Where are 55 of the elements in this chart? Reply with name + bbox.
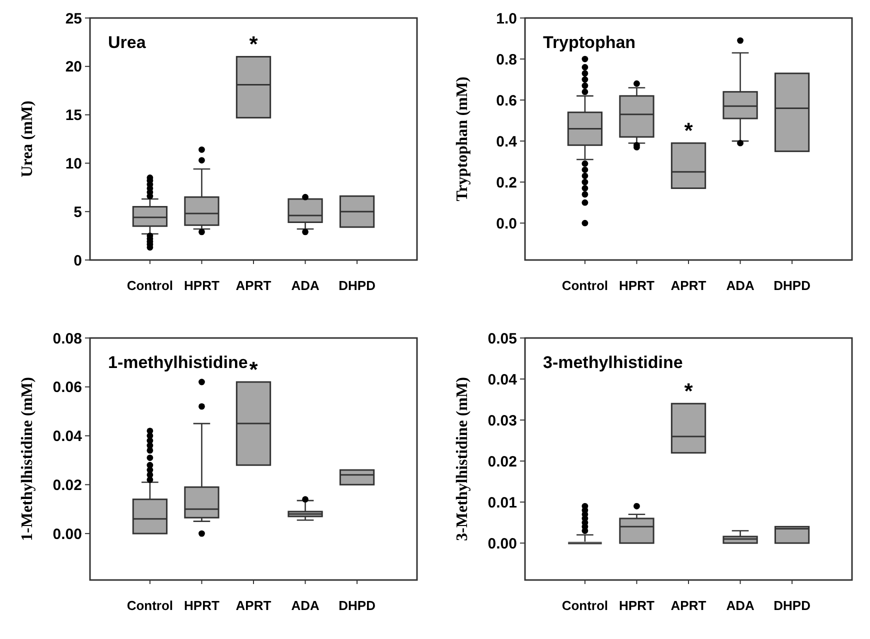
x-tick-label: DHPD — [774, 278, 810, 293]
y-axis-title: 1-Methylhistidine (mM) — [19, 377, 36, 541]
x-tick-label: APRT — [236, 278, 272, 293]
x-tick-label: HPRT — [184, 598, 220, 613]
y-tick-label: 0.2 — [496, 174, 517, 192]
x-tick-label: Control — [126, 278, 174, 293]
x-tick-label: DHPD — [338, 278, 376, 293]
y-tick-label: 20 — [65, 58, 82, 76]
y-tick-label: 5 — [74, 204, 82, 221]
y-tick-label: 0.04 — [52, 428, 83, 446]
y-tick-label: 0.4 — [496, 133, 518, 150]
x-tick-label: Control — [562, 598, 608, 613]
y-tick-label: 0.02 — [52, 476, 82, 494]
y-tick-label: 0.05 — [488, 330, 517, 348]
annotation: * — [249, 32, 258, 57]
x-tick-label: ADA — [726, 278, 755, 293]
x-tick-label: DHPD — [338, 598, 376, 613]
y-tick-label: 15 — [65, 107, 82, 124]
y-tick-label: 0.01 — [488, 494, 517, 512]
y-tick-label: 0.06 — [52, 379, 82, 396]
y-axis-title: 3-Methylhistidine (mM) — [454, 377, 471, 541]
x-tick-label: HPRT — [619, 598, 654, 613]
x-tick-label: ADA — [291, 278, 320, 293]
text: 3-methylhistidine — [543, 353, 683, 372]
annotation: * — [684, 378, 694, 404]
y-tick-label: 0.00 — [488, 535, 517, 552]
y-tick-label: 10 — [65, 155, 82, 172]
annotation: * — [249, 357, 258, 382]
x-tick-label: HPRT — [619, 278, 654, 293]
y-tick-label: 0 — [74, 252, 82, 270]
y-tick-label: 0.6 — [496, 92, 517, 110]
x-tick-label: HPRT — [184, 278, 220, 293]
text: Urea — [108, 33, 146, 52]
y-tick-label: 0.8 — [496, 51, 517, 68]
y-tick-label: 0.03 — [488, 412, 517, 430]
x-tick-label: APRT — [236, 598, 272, 613]
y-tick-label: 0.00 — [52, 526, 82, 543]
y-axis-title: Tryptophan (mM) — [454, 76, 471, 202]
x-tick-label: ADA — [726, 598, 755, 613]
y-tick-label: 0.04 — [488, 371, 518, 388]
y-axis-title: Urea (mM) — [19, 100, 36, 178]
y-tick-label: 0.08 — [52, 330, 82, 348]
y-tick-label: 0.0 — [496, 215, 517, 232]
annotation: * — [684, 118, 694, 144]
x-tick-label: Control — [562, 278, 608, 293]
x-tick-label: DHPD — [774, 598, 810, 613]
text: 1-methylhistidine — [108, 353, 248, 372]
y-tick-label: 25 — [65, 10, 82, 28]
x-tick-label: APRT — [670, 598, 706, 613]
y-tick-label: 0.02 — [488, 453, 517, 470]
y-tick-label: 1.0 — [496, 10, 517, 28]
x-tick-label: ADA — [291, 598, 320, 613]
x-tick-label: Control — [126, 598, 174, 613]
x-tick-label: APRT — [670, 278, 706, 293]
text: Tryptophan — [543, 33, 636, 52]
